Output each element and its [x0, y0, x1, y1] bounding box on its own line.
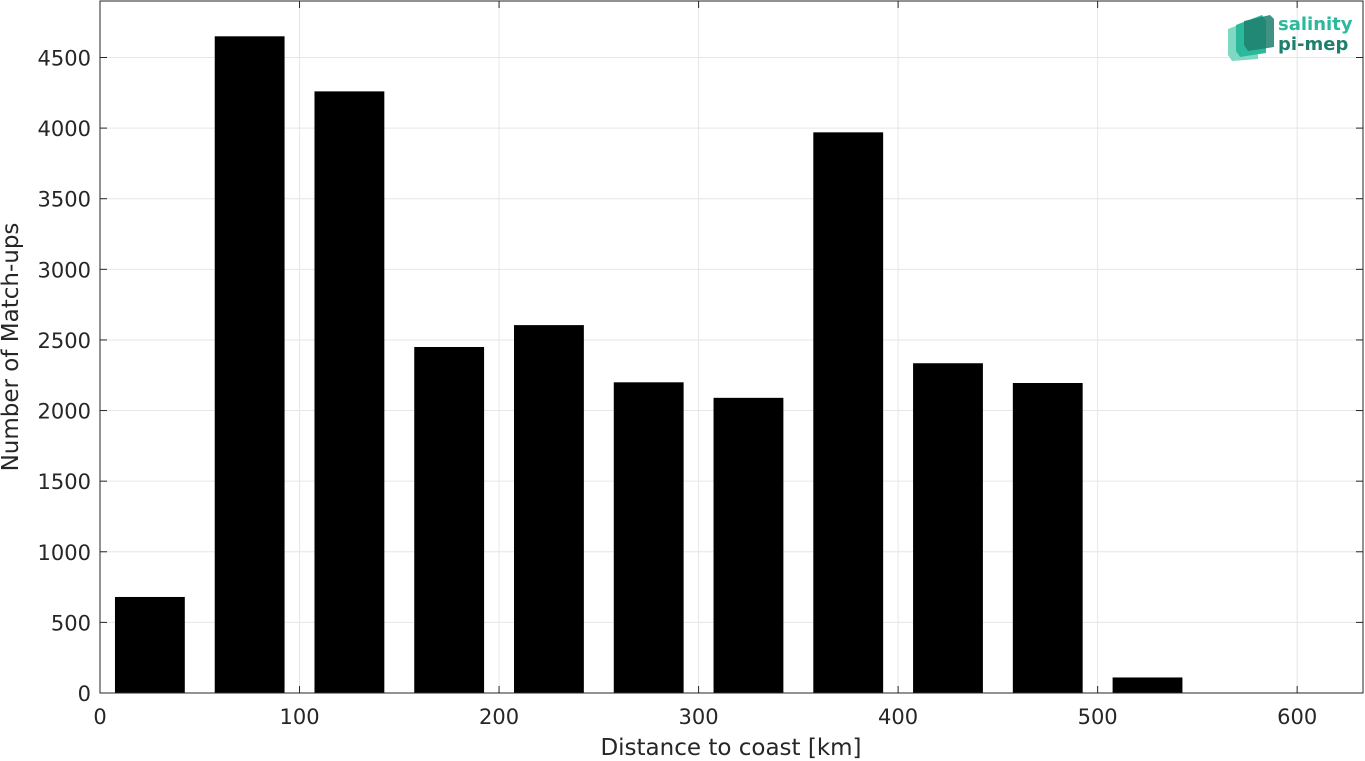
y-tick-label: 2000 [38, 400, 91, 424]
salinity-pi-mep-logo: salinity pi-mep [1228, 15, 1358, 65]
bar [314, 91, 385, 694]
logo-text-pi-mep: pi-mep [1278, 34, 1349, 55]
y-tick-label: 4000 [38, 117, 91, 141]
x-tick-label: 500 [1078, 705, 1118, 729]
y-tick-label: 0 [78, 682, 91, 706]
axes-box [99, 0, 1364, 694]
y-tick-label: 1500 [38, 470, 91, 494]
bar [1112, 677, 1183, 693]
bar [114, 596, 185, 693]
bar [613, 382, 684, 693]
bars-group [114, 36, 1183, 694]
x-tick-label: 100 [279, 705, 319, 729]
x-tick-label: 0 [93, 705, 106, 729]
y-tick-label: 3000 [38, 258, 91, 282]
logo-text-salinity: salinity [1278, 14, 1353, 35]
bar [813, 132, 884, 694]
bar [913, 363, 983, 693]
y-tick-label: 500 [51, 611, 91, 635]
x-tick-label: 300 [679, 705, 719, 729]
logo-mark-icon [1228, 15, 1274, 61]
x-tick-labels: 0 100 200 300 400 500 600 [93, 705, 1317, 729]
grid-lines [99, 1, 1363, 694]
bar [214, 36, 285, 693]
x-axis-label: Distance to coast [km] [600, 735, 861, 761]
bar [1012, 383, 1083, 693]
x-tick-label: 400 [878, 705, 918, 729]
y-tick-label: 4500 [38, 46, 91, 70]
x-tick-label: 200 [479, 705, 519, 729]
bar [514, 325, 584, 693]
y-axis-label: Number of Match-ups [0, 223, 24, 472]
y-tick-labels: 0 500 1000 1500 2000 2500 3000 3500 4000 4500 [38, 46, 91, 706]
x-tick-label: 600 [1277, 705, 1317, 729]
y-tick-label: 3500 [38, 188, 91, 212]
bar [713, 397, 784, 693]
y-tick-label: 2500 [38, 329, 91, 353]
y-tick-label: 1000 [38, 541, 91, 565]
bar [414, 347, 485, 693]
tick-marks [99, 1, 1363, 694]
